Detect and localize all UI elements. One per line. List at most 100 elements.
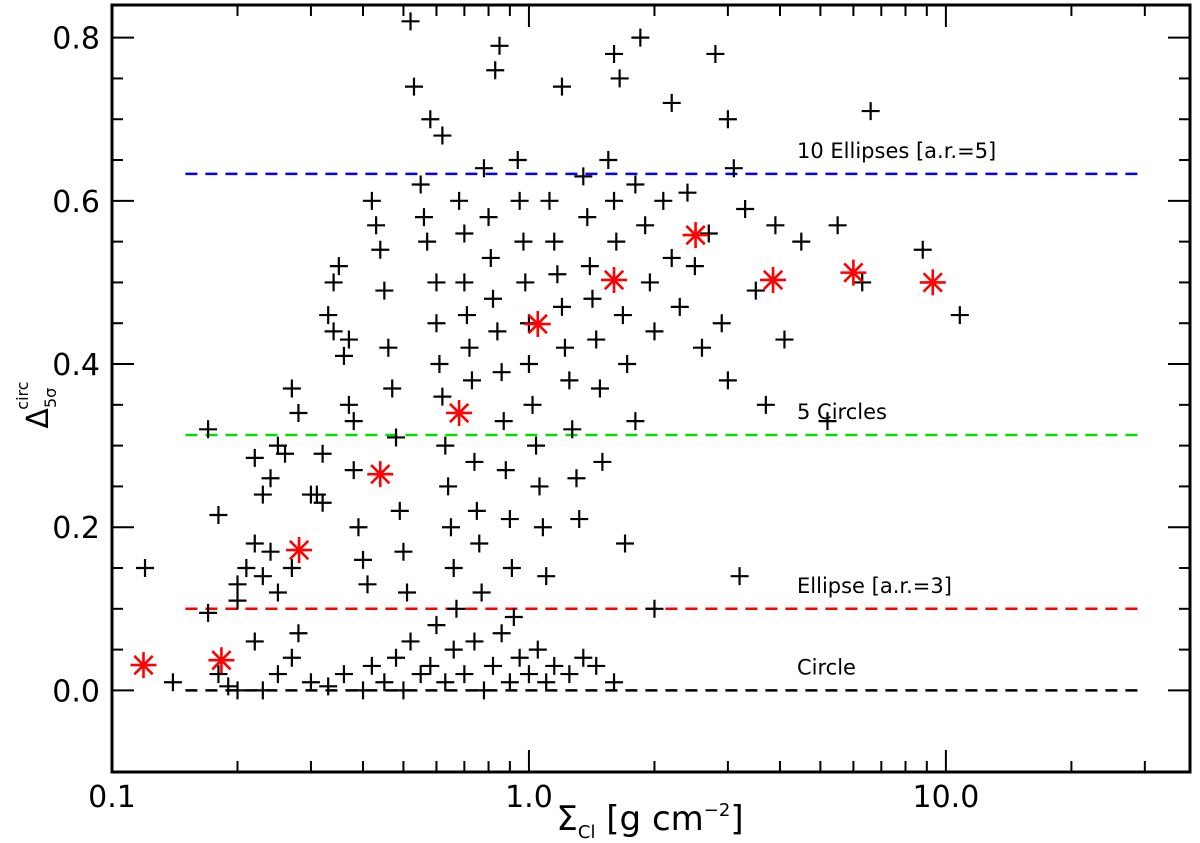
data-point-plus [500, 673, 519, 692]
data-point-plus [578, 208, 597, 227]
data-point-plus [362, 656, 381, 675]
data-point-plus [504, 607, 523, 626]
data-point-plus [580, 257, 599, 276]
data-point-plus [401, 12, 420, 31]
data-point-plus [555, 338, 574, 357]
data-point-plus [209, 665, 228, 684]
data-point-plus [261, 542, 280, 561]
data-point-plus [490, 36, 509, 55]
data-point-plus [533, 518, 552, 537]
data-point-plus [219, 677, 238, 696]
data-point-plus [626, 412, 645, 431]
data-point-plus [282, 379, 301, 398]
data-point-asterisk [367, 461, 394, 488]
data-point-plus [199, 603, 218, 622]
data-point-plus [574, 167, 593, 186]
data-point-plus [411, 175, 430, 194]
data-point-plus [383, 379, 402, 398]
data-point-plus [245, 448, 264, 467]
data-point-plus [268, 436, 287, 455]
data-point-plus [375, 281, 394, 300]
y-tick-label: 0.4 [52, 348, 100, 383]
data-point-plus [455, 665, 474, 684]
data-point-plus [718, 371, 737, 390]
data-point-plus [479, 208, 498, 227]
data-point-plus [334, 665, 353, 684]
data-point-plus [492, 363, 511, 382]
data-point-plus [253, 681, 272, 700]
data-point-plus [853, 273, 872, 292]
data-point-plus [253, 485, 272, 504]
data-point-plus [276, 444, 295, 463]
data-point-plus [313, 493, 332, 512]
data-point-plus [492, 624, 511, 643]
data-point-plus [616, 534, 635, 553]
data-point-plus [527, 436, 546, 455]
data-point-asterisk [840, 259, 867, 286]
data-point-asterisk [760, 266, 787, 293]
data-point-plus [136, 559, 155, 578]
data-point-plus [209, 505, 228, 524]
data-point-asterisk [682, 222, 709, 249]
data-point-plus [421, 110, 440, 129]
axis-ticks: 0.0 0.2 0.4 0.6 0.8 0.1 1.0 10.0 [52, 5, 1190, 815]
data-point-plus [537, 673, 556, 692]
data-point-plus [712, 314, 731, 333]
data-point-plus [444, 559, 463, 578]
data-point-plus [545, 232, 564, 251]
data-point-plus [678, 183, 697, 202]
data-point-plus [484, 656, 503, 675]
annotations: 10 Ellipses [a.r.=5] 5 Circles Ellipse [a.… [797, 139, 996, 680]
data-point-plus [433, 126, 452, 145]
data-point-plus [692, 338, 711, 357]
data-point-plus [756, 395, 775, 414]
plot-frame [110, 3, 1192, 774]
data-point-plus [465, 452, 484, 471]
data-point-plus [528, 640, 547, 659]
data-point-plus [530, 477, 549, 496]
x-tick-label: 10.0 [912, 780, 979, 815]
data-point-plus [404, 77, 423, 96]
data-point-asterisk [208, 647, 235, 674]
data-point-plus [427, 616, 446, 635]
reference-lines [185, 172, 1145, 692]
data-point-plus [654, 191, 673, 210]
data-point-plus [560, 371, 579, 390]
data-point-plus [436, 673, 455, 692]
data-point-plus [950, 306, 969, 325]
data-point-plus [567, 469, 586, 488]
data-point-plus [583, 289, 602, 308]
data-point-plus [444, 640, 463, 659]
data-point-plus [545, 656, 564, 675]
data-point-plus [645, 599, 664, 618]
data-point-plus [484, 289, 503, 308]
data-point-plus [610, 69, 629, 88]
data-point-plus [319, 306, 338, 325]
data-point-plus [488, 322, 507, 341]
data-point-plus [519, 355, 538, 374]
data-point-plus [636, 216, 655, 235]
data-point-plus [354, 550, 373, 569]
data-point-plus [670, 297, 689, 316]
data-point-plus [371, 240, 390, 259]
data-point-plus [228, 591, 247, 610]
y-tick-label: 0.0 [52, 674, 100, 709]
data-point-plus [439, 477, 458, 496]
data-point-asterisk [286, 537, 313, 564]
data-points [130, 12, 969, 700]
data-point-asterisk [919, 269, 946, 296]
data-point-plus [289, 403, 308, 422]
data-point-plus [457, 306, 476, 325]
data-point-plus [631, 28, 650, 47]
data-point-plus [552, 297, 571, 316]
data-point-plus [163, 673, 182, 692]
data-point-plus [766, 216, 785, 235]
data-point-plus [494, 412, 513, 431]
data-point-plus [605, 44, 624, 63]
data-point-plus [462, 371, 481, 390]
data-point-plus [605, 191, 624, 210]
data-point-plus [253, 567, 272, 586]
svg-text:Δ5σcirc: Δ5σcirc [13, 381, 60, 428]
data-point-plus [339, 330, 358, 349]
data-point-plus [510, 191, 529, 210]
